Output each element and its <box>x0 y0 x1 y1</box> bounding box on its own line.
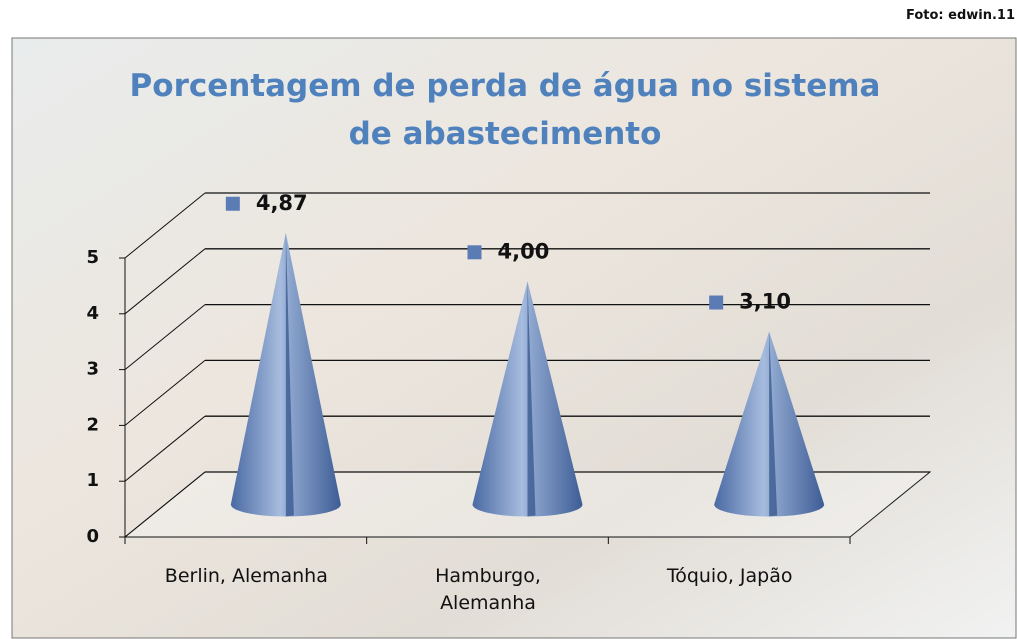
x-tick-label: Hamburgo, Alemanha <box>406 563 571 617</box>
data-label: 4,00 <box>498 239 550 263</box>
data-label: 3,10 <box>739 290 791 314</box>
label-key <box>709 296 723 310</box>
label-key <box>226 197 240 211</box>
label-key <box>468 245 482 259</box>
data-label: 4,87 <box>256 191 308 215</box>
chart-title: Porcentagem de perda de água no sistema … <box>120 62 890 158</box>
y-tick-label: 2 <box>86 414 99 435</box>
y-tick-label: 1 <box>86 470 99 491</box>
y-tick-label: 4 <box>86 303 99 324</box>
y-tick-label: 5 <box>86 247 99 268</box>
y-tick-label: 3 <box>86 359 99 380</box>
photo-credit: Foto: edwin.11 <box>906 8 1015 23</box>
y-tick-label: 0 <box>86 526 99 547</box>
page: {"credit": "Foto: edwin.11", "chart_data… <box>0 0 1017 639</box>
x-tick-label: Tóquio, Japão <box>647 563 812 590</box>
x-tick-label: Berlin, Alemanha <box>164 563 329 590</box>
chart: 0 1 2 3 4 5 4,87 4,00 3,10 Porcentagem de perda … <box>0 0 1017 639</box>
